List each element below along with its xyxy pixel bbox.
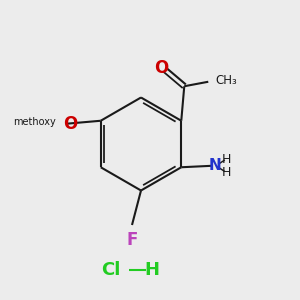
- Text: H: H: [222, 166, 231, 179]
- Text: Cl: Cl: [101, 261, 121, 279]
- Text: F: F: [126, 231, 138, 249]
- Text: N: N: [209, 158, 221, 173]
- Text: O: O: [154, 59, 168, 77]
- Text: O: O: [64, 115, 78, 133]
- Text: H: H: [144, 261, 159, 279]
- Text: methoxy: methoxy: [13, 117, 56, 127]
- Text: CH₃: CH₃: [216, 74, 238, 87]
- Text: H: H: [222, 153, 231, 166]
